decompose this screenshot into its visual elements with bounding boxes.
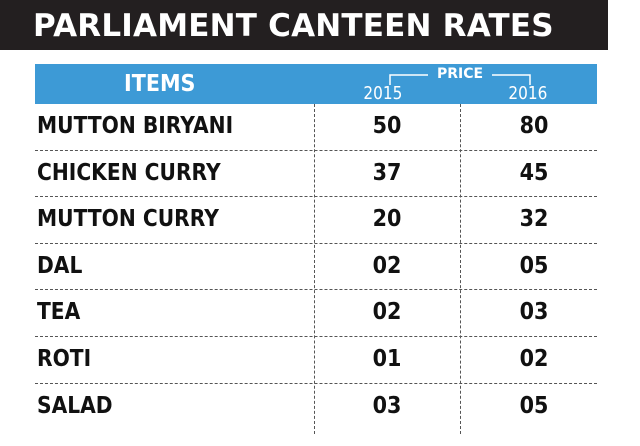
title-bar (0, 0, 608, 50)
item-name: TEA (37, 299, 81, 326)
price-2015: 02 (372, 299, 402, 326)
price-2015: 01 (372, 345, 402, 372)
price-2015: 02 (372, 252, 402, 279)
price-2016: 45 (519, 159, 549, 186)
price-group-header: PRICE (428, 64, 492, 84)
column-divider (460, 104, 461, 434)
price-2015: 37 (372, 159, 402, 186)
price-2015: 03 (372, 392, 402, 419)
price-2016: 80 (519, 113, 549, 139)
table-row: DAL 02 05 (35, 244, 597, 291)
item-name: DAL (37, 252, 83, 279)
price-2016: 32 (519, 206, 549, 233)
items-column-header: ITEMS (124, 71, 196, 97)
price-2016: 03 (519, 299, 549, 326)
price-2015: 50 (372, 113, 402, 139)
item-name: CHICKEN CURRY (37, 159, 221, 186)
item-name: MUTTON CURRY (37, 206, 219, 233)
table-row: SALAD 03 05 (35, 384, 597, 431)
table-row: MUTTON BIRYANI 50 80 (35, 104, 597, 151)
table-header (35, 64, 597, 104)
column-divider (314, 104, 315, 434)
table-row: ROTI 01 02 (35, 337, 597, 384)
table-row: MUTTON CURRY 20 32 (35, 197, 597, 244)
price-2016: 02 (519, 345, 549, 372)
price-2015: 20 (372, 206, 402, 233)
item-name: SALAD (37, 392, 113, 419)
price-2016: 05 (519, 252, 549, 279)
year-2016-header: 2016 (508, 83, 548, 104)
year-2015-header: 2015 (363, 83, 403, 104)
price-2016: 05 (519, 392, 549, 419)
item-name: MUTTON BIRYANI (37, 113, 234, 139)
page-title: PARLIAMENT CANTEEN RATES (33, 8, 554, 44)
table-body: MUTTON BIRYANI 50 80 CHICKEN CURRY 37 45… (35, 104, 597, 430)
item-name: ROTI (37, 345, 92, 372)
table-row: CHICKEN CURRY 37 45 (35, 151, 597, 198)
table-row: TEA 02 03 (35, 290, 597, 337)
